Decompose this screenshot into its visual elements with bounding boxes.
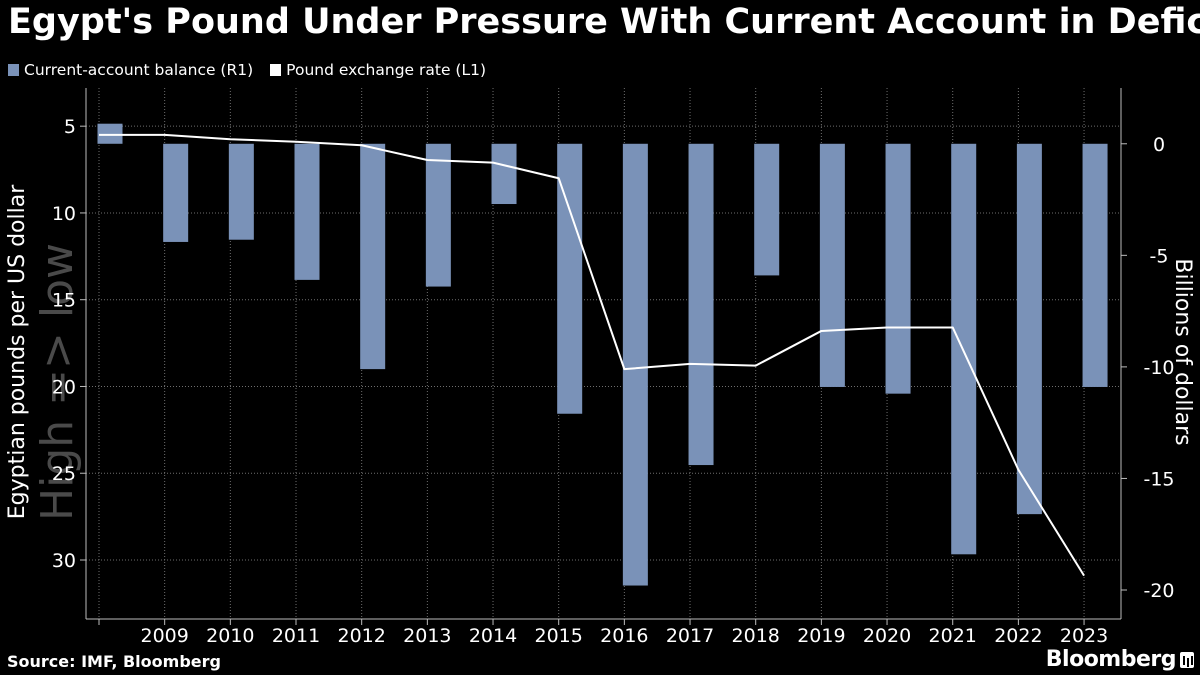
x-tick-label: 2017 xyxy=(666,625,714,647)
bar-2020 xyxy=(885,143,911,394)
legend-item-exchange-rate: Pound exchange rate (L1) xyxy=(270,61,486,79)
line-series xyxy=(98,133,1085,577)
legend: Current-account balance (R1) Pound excha… xyxy=(8,61,486,79)
bar-2013 xyxy=(425,143,451,287)
x-tick-label: 2021 xyxy=(929,625,977,647)
bar-2012 xyxy=(360,143,386,370)
right-axis-label: Billions of dollars xyxy=(1170,258,1195,445)
right-tick-label: -10 xyxy=(1143,357,1174,379)
legend-label-exchange-rate: Pound exchange rate (L1) xyxy=(286,61,486,79)
x-tick-label: 2012 xyxy=(338,625,386,647)
left-axis-ticks: 5 10 15 20 25 30 xyxy=(52,116,86,572)
bar-2016 xyxy=(622,143,648,586)
legend-label-current-account: Current-account balance (R1) xyxy=(24,61,254,79)
brand-mark-icon xyxy=(1180,652,1194,668)
right-tick-label: 0 xyxy=(1153,134,1165,156)
bar-series xyxy=(97,123,1108,586)
left-tick-label: 5 xyxy=(64,116,76,138)
x-tick-label: 2013 xyxy=(403,625,451,647)
x-tick-label: 2009 xyxy=(140,625,188,647)
axes xyxy=(85,88,1122,620)
bar-2009 xyxy=(163,143,189,242)
bar-2018 xyxy=(754,143,780,276)
x-tick-label: 2018 xyxy=(732,625,780,647)
left-tick-label: 20 xyxy=(52,376,76,398)
brand-logo: Bloomberg xyxy=(1045,647,1177,672)
left-tick-label: 25 xyxy=(52,463,76,485)
x-tick-label: 2020 xyxy=(863,625,911,647)
right-axis-ticks: 0 -5 -10 -15 -20 xyxy=(1121,134,1175,602)
watermark-text: High => low xyxy=(32,243,83,521)
bar-2019 xyxy=(819,143,845,387)
chart-title: Egypt's Pound Under Pressure With Curren… xyxy=(8,2,1200,42)
x-tick-label: 2016 xyxy=(600,625,648,647)
left-tick-label: 15 xyxy=(52,290,76,312)
x-tick-label: 2010 xyxy=(206,625,254,647)
left-axis-label: Egyptian pounds per US dollar xyxy=(5,184,30,519)
left-tick-label: 30 xyxy=(52,550,76,572)
bar-2023 xyxy=(1082,143,1108,387)
source-note: Source: IMF, Bloomberg xyxy=(7,652,221,671)
x-tick-label: 2011 xyxy=(272,625,320,647)
bar-2014 xyxy=(491,143,517,205)
right-tick-label: -15 xyxy=(1143,468,1174,490)
bar-2011 xyxy=(294,143,320,280)
x-axis-ticks: 2009 2010 2011 2012 2013 2014 2015 2016 2017 2018… xyxy=(98,619,1108,647)
right-tick-label: -5 xyxy=(1150,245,1169,267)
x-tick-label: 2023 xyxy=(1060,625,1108,647)
legend-swatch-current-account xyxy=(8,64,19,76)
x-tick-label: 2014 xyxy=(469,625,517,647)
bar-2008 xyxy=(97,123,123,144)
x-tick-label: 2022 xyxy=(994,625,1042,647)
bar-2017 xyxy=(688,143,714,466)
right-tick-label: -20 xyxy=(1143,580,1174,602)
legend-swatch-exchange-rate xyxy=(270,64,282,76)
exchange-rate-line xyxy=(99,133,1085,577)
bar-2022 xyxy=(1016,143,1042,515)
x-tick-label: 2015 xyxy=(535,625,583,647)
bar-2010 xyxy=(228,143,254,240)
legend-item-current-account: Current-account balance (R1) xyxy=(8,61,253,79)
x-tick-label: 2019 xyxy=(797,625,845,647)
left-tick-label: 10 xyxy=(52,203,76,225)
